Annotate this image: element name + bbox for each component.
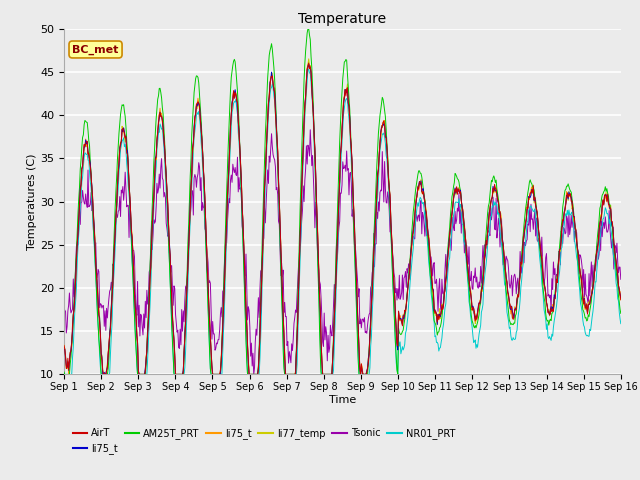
Y-axis label: Temperatures (C): Temperatures (C) bbox=[28, 153, 37, 250]
Legend: AirT, li75_t, AM25T_PRT, li75_t, li77_temp, Tsonic, NR01_PRT: AirT, li75_t, AM25T_PRT, li75_t, li77_te… bbox=[69, 424, 459, 458]
Title: Temperature: Temperature bbox=[298, 12, 387, 26]
X-axis label: Time: Time bbox=[329, 395, 356, 405]
Text: BC_met: BC_met bbox=[72, 44, 119, 55]
